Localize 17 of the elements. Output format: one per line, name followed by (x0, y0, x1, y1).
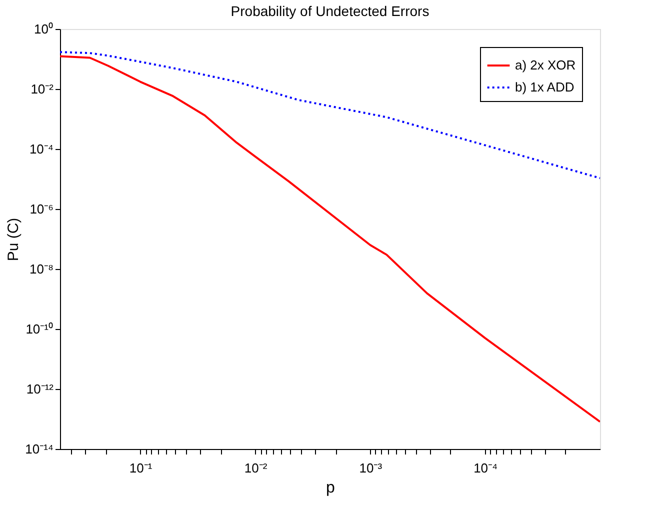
y-tick-label: 10⁻¹⁴ (25, 442, 54, 456)
y-tick-label: 10⁻⁸ (30, 262, 54, 276)
x-tick-label: 10⁻⁴ (474, 460, 498, 476)
y-tick-label: 10⁰ (34, 22, 54, 36)
y-tick-label: 10⁻² (30, 82, 54, 96)
y-tick-label: 10⁻¹⁰ (26, 322, 54, 336)
x-axis-title: p (326, 480, 336, 496)
chart-title: Probability of Undetected Errors (230, 3, 430, 19)
x-tick-label: 10⁻³ (359, 460, 383, 476)
x-tick-label: 10⁻² (244, 460, 268, 476)
y-tick-label: 10⁻¹² (26, 382, 54, 396)
legend-label: b) 1x ADD (515, 80, 574, 94)
x-tick-label: 10⁻¹ (129, 460, 153, 476)
y-tick-label: 10⁻⁶ (30, 202, 54, 216)
y-tick-label: 10⁻⁴ (29, 142, 54, 156)
legend-label: a) 2x XOR (515, 58, 576, 72)
y-axis-title: Pu (C) (5, 218, 22, 262)
